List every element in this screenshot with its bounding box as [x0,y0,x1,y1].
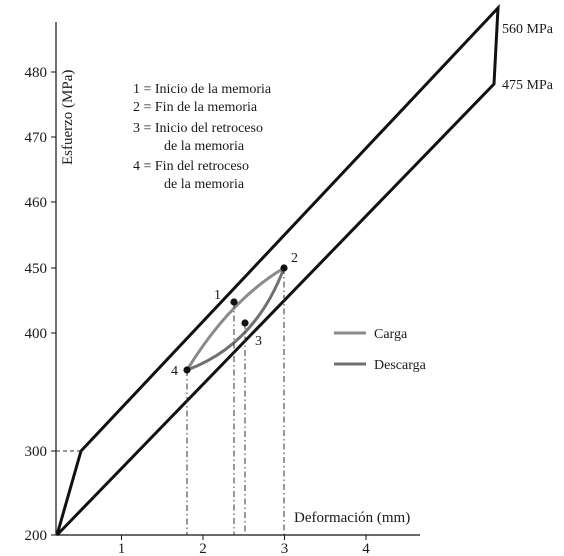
point-label-1: 1 [214,288,221,303]
note-line-5: 4 = Fin del retroceso [133,159,249,174]
point-label-2: 2 [291,251,298,266]
legend-label-carga: Carga [374,327,408,342]
point-label-3: 3 [255,334,262,349]
marked-points: 1 2 3 4 [171,251,298,379]
point-2 [280,264,288,272]
note-line-6: de la memoria [164,177,245,192]
legend: Carga Descarga [334,327,427,373]
point-4 [183,366,191,374]
x-tick-label-0: 1 [118,541,126,556]
x-tick-label-3: 4 [362,541,370,556]
inner-loop-carga-curve [185,266,285,371]
y-tick-label-4: 460 [25,195,48,211]
y-tick-label-5: 470 [25,130,48,146]
label-475-mpa: 475 MPa [502,78,554,93]
note-line-2: 2 = Fin de la memoria [133,100,258,115]
x-axis-title: Deformación (mm) [294,510,410,526]
y-ticks: 200 300 400 450 460 470 480 [25,65,56,544]
y-axis-title: Esfuerzo (MPa) [60,70,76,165]
outer-hysteresis-loop [55,3,500,537]
y-tick-label-3: 450 [25,261,48,277]
x-tick-label-2: 3 [281,541,289,556]
label-560-mpa: 560 MPa [502,22,554,37]
x-ticks: 1 2 3 4 [118,535,370,556]
inner-loop-descarga-curve [186,267,286,372]
x-tick-label-1: 2 [199,541,207,556]
y-tick-label-2: 400 [25,326,48,342]
note-line-3: 3 = Inicio del retroceso [133,121,263,136]
projection-guides [186,268,285,535]
point-label-4: 4 [171,364,178,379]
point-1 [230,298,238,306]
note-line-4: de la memoria [164,139,245,154]
legend-label-descarga: Descarga [374,358,427,373]
y-tick-label-0: 200 [25,528,48,544]
note-line-1: 1 = Inicio de la memoria [133,82,272,97]
point-3 [241,319,249,327]
y-tick-label-6: 480 [25,65,48,81]
y-tick-label-1: 300 [25,444,48,460]
